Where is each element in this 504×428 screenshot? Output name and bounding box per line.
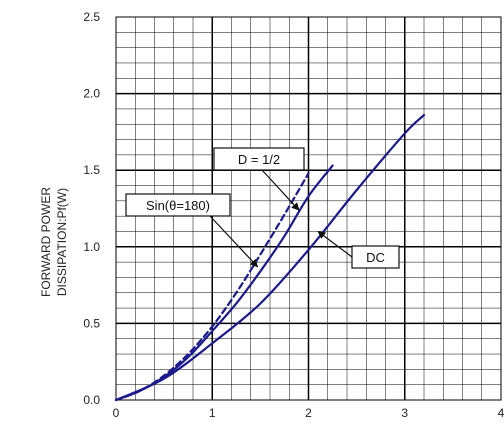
y-tick-label: 0.0 <box>83 393 100 407</box>
annotation-arrow <box>317 230 353 258</box>
y-axis-label-line-1: FORWARD POWER <box>39 187 53 297</box>
annotation-label: DC <box>366 250 385 265</box>
annotation-box <box>125 193 231 217</box>
y-axis-label-line-2: DISSIPATION:Pf(W) <box>55 188 69 296</box>
y-tick-label: 0.5 <box>83 316 100 330</box>
x-tick-label: 3 <box>401 406 408 420</box>
annotation-arrow <box>261 169 300 211</box>
annotation-box <box>213 147 305 171</box>
y-tick-label: 1.0 <box>83 240 100 254</box>
y-tick-labels: 0.0 0.5 1.0 1.5 2.0 2.5 <box>83 10 100 407</box>
x-tick-labels: 0 1 2 3 4 <box>113 406 504 420</box>
y-tick-label: 2.0 <box>83 87 100 101</box>
x-tick-label: 4 <box>498 406 504 420</box>
annotation-box <box>351 245 400 269</box>
grid <box>116 17 501 400</box>
x-tick-label: 1 <box>209 406 216 420</box>
annotation-label: Sin(θ=180) <box>146 198 210 213</box>
plot-frame <box>115 16 502 401</box>
annotation-callout: Sin(θ=180) <box>125 193 259 268</box>
series-line-3 <box>114 113 426 402</box>
annotations: D = 1/2 Sin(θ=180) DC <box>125 147 400 269</box>
annotation-arrow <box>209 215 259 268</box>
annotation-callout: D = 1/2 <box>213 147 305 211</box>
y-tick-label: 1.5 <box>83 163 100 177</box>
x-tick-label: 0 <box>113 406 120 420</box>
y-tick-label: 2.5 <box>83 10 100 24</box>
series-lines <box>114 113 426 402</box>
annotation-label: D = 1/2 <box>238 152 280 167</box>
annotation-callout: DC <box>317 230 400 269</box>
x-tick-label: 2 <box>305 406 312 420</box>
